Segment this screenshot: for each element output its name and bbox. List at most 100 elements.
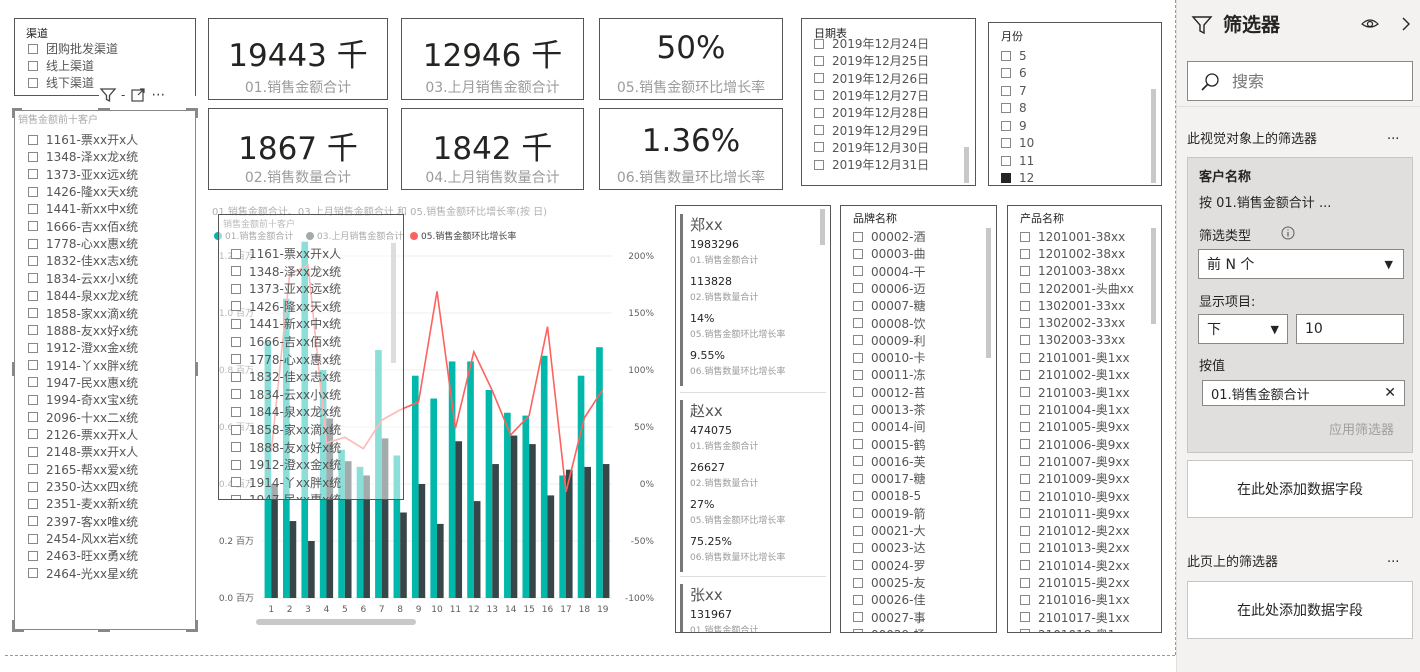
checkbox[interactable] (28, 134, 38, 145)
list-item[interactable]: 2019年12月31日 (814, 156, 929, 173)
checkbox[interactable] (853, 352, 863, 363)
list-item[interactable]: 2019年12月30日 (814, 139, 929, 156)
list-item[interactable]: 2126-票xx开x人 (28, 426, 138, 443)
resize-handle[interactable] (186, 629, 198, 632)
funnel-icon[interactable] (99, 86, 117, 104)
list-item[interactable]: 00008-饮 (853, 315, 926, 332)
list-item[interactable]: 00019-箭 (853, 505, 926, 522)
list-item[interactable]: 00015-鹤 (853, 436, 926, 453)
kpi-card-qty-growth[interactable]: 1.36% 06.销售数量环比增长率 (599, 108, 783, 190)
checkbox[interactable] (1020, 612, 1030, 623)
list-item[interactable]: 00009-利 (853, 332, 926, 349)
checkbox[interactable] (814, 90, 824, 101)
kpi-card-amount-growth[interactable]: 50% 05.销售金额环比增长率 (599, 18, 783, 100)
list-item[interactable]: 1914-丫xx胖x统 (28, 357, 138, 374)
list-item[interactable]: 2351-麦xx新x统 (28, 495, 138, 512)
checkbox[interactable] (28, 568, 38, 579)
list-item[interactable]: 12 (1001, 170, 1034, 187)
list-item[interactable]: 1302002-33xx (1020, 315, 1125, 332)
brand-slicer[interactable]: 品牌名称 00002-酒 00003-曲 00004-干 00006-迈 00007-糖… (840, 205, 997, 633)
checkbox[interactable] (231, 336, 241, 347)
list-item[interactable]: 1832-佳xx志x统 (231, 368, 341, 385)
top-customer-slicer[interactable]: 销售金额前十客户 1161-票xx开x人 1348-泽xx龙x统 1373-亚xx远… (14, 110, 196, 630)
checkbox[interactable] (28, 412, 38, 423)
resize-handle[interactable] (12, 108, 15, 118)
list-item[interactable]: 00029-杨 (853, 626, 926, 632)
checkbox[interactable] (853, 491, 863, 501)
list-item[interactable]: 2101005-奥9xx (1020, 418, 1130, 435)
checkbox[interactable] (28, 394, 38, 405)
checkbox[interactable] (853, 283, 863, 294)
checkbox[interactable] (28, 186, 38, 197)
list-item[interactable]: 1373-亚xx远x统 (28, 166, 138, 183)
add-data-field-page[interactable]: 在此处添加数据字段 (1187, 581, 1413, 639)
checkbox[interactable] (1001, 138, 1011, 148)
top-n-count-input[interactable]: 10 (1296, 314, 1404, 344)
list-item[interactable]: 2101014-奥2xx (1020, 557, 1130, 574)
slicer-dropdown-overlay[interactable]: 销售金额前十客户 1161-票xx开x人 1348-泽xx龙x统 1373-亚xx远… (218, 214, 404, 500)
product-slicer[interactable]: 产品名称 1201001-38xx 1201002-38xx 1201003-38x… (1007, 205, 1162, 633)
checkbox[interactable] (1020, 352, 1030, 363)
list-item[interactable]: 2165-帮xx爱x统 (28, 461, 138, 478)
list-item[interactable]: 1888-友xx好x统 (28, 322, 138, 339)
list-item[interactable]: 00023-达 (853, 539, 926, 556)
checkbox[interactable] (1020, 369, 1030, 380)
checkbox[interactable] (1020, 594, 1030, 605)
checkbox[interactable] (814, 125, 824, 135)
channel-item[interactable]: 团购批发渠道 (28, 40, 118, 57)
checkbox[interactable] (28, 429, 38, 440)
list-item[interactable]: 1858-家xx滴x统 (28, 305, 138, 322)
checkbox[interactable] (853, 404, 863, 415)
checkbox[interactable] (1020, 508, 1030, 519)
checkbox[interactable] (853, 300, 863, 311)
visual-filters-more[interactable]: ... (1387, 128, 1400, 143)
checkbox[interactable] (814, 107, 824, 118)
checkbox[interactable] (231, 318, 241, 329)
checkbox[interactable] (1020, 300, 1030, 311)
list-item[interactable]: 2101006-奥9xx (1020, 436, 1130, 453)
checkbox[interactable] (28, 446, 38, 457)
checkbox[interactable] (814, 142, 824, 153)
list-item[interactable]: 1832-佳xx志x统 (28, 252, 138, 269)
checkbox[interactable] (28, 77, 38, 88)
list-item[interactable]: 2096-十xx二x统 (28, 409, 138, 426)
list-item[interactable]: 2019年12月29日 (814, 122, 929, 139)
checkbox[interactable] (853, 266, 863, 277)
checkbox[interactable] (28, 308, 38, 318)
close-icon[interactable]: ✕ (1384, 385, 1396, 401)
checkbox[interactable] (853, 248, 863, 259)
checkbox[interactable] (1020, 335, 1030, 346)
checkbox[interactable] (1020, 231, 1030, 242)
more-options-icon[interactable]: ⋯ (151, 87, 166, 103)
checkbox[interactable] (28, 516, 38, 527)
list-item[interactable]: 1161-票xx开x人 (231, 245, 341, 262)
checkbox[interactable] (853, 542, 863, 553)
list-item[interactable]: 1302003-33xx (1020, 332, 1125, 349)
checkbox[interactable] (853, 577, 863, 588)
checkbox[interactable] (28, 273, 38, 284)
list-item[interactable]: 00004-干 (853, 263, 926, 280)
checkbox[interactable] (853, 525, 863, 536)
eye-icon[interactable] (1360, 16, 1380, 32)
list-item[interactable]: 1778-心xx惠x统 (231, 351, 341, 368)
list-item[interactable]: 2101013-奥2xx (1020, 539, 1130, 556)
checkbox[interactable] (1001, 85, 1011, 96)
checkbox[interactable] (853, 629, 863, 632)
list-item[interactable]: 7 (1001, 82, 1027, 99)
checkbox[interactable] (28, 60, 38, 71)
filter-search-box[interactable] (1187, 61, 1413, 101)
list-item[interactable]: 9 (1001, 117, 1027, 134)
checkbox[interactable] (1020, 542, 1030, 553)
list-item[interactable]: 00006-迈 (853, 280, 926, 297)
list-item[interactable]: 1844-泉xx龙x统 (28, 287, 138, 304)
multirow-card[interactable]: 郑xx 1983296 01.销售金额合计 113828 02.销售数量合计 14% 05.… (675, 205, 831, 633)
list-item[interactable]: 00003-曲 (853, 245, 926, 262)
list-item[interactable]: 2019年12月26日 (814, 70, 929, 87)
scrollbar[interactable] (391, 243, 396, 363)
list-item[interactable]: 1441-新xx中x统 (28, 200, 138, 217)
checkbox[interactable] (853, 560, 863, 571)
list-item[interactable]: 00017-糖 (853, 470, 926, 487)
by-value-field-well[interactable]: 01.销售金额合计 ✕ (1202, 380, 1405, 406)
list-item[interactable]: 1947-民xx惠x统 (231, 491, 341, 499)
list-item[interactable]: 1426-隆xx天x统 (231, 298, 341, 315)
